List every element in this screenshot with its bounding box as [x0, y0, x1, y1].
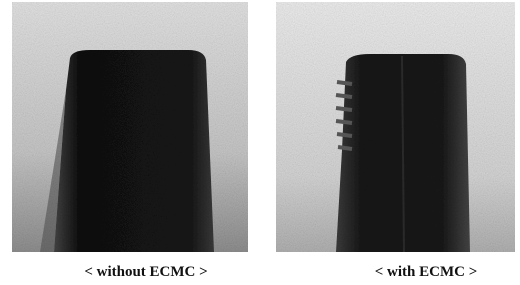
photo-with-ecmc [276, 2, 515, 252]
figure: < without ECMC > < with ECMC > [0, 0, 520, 285]
caption: < with ECMC > [375, 264, 478, 280]
caption: < without ECMC > [84, 264, 207, 280]
photo-without-ecmc [12, 2, 248, 252]
